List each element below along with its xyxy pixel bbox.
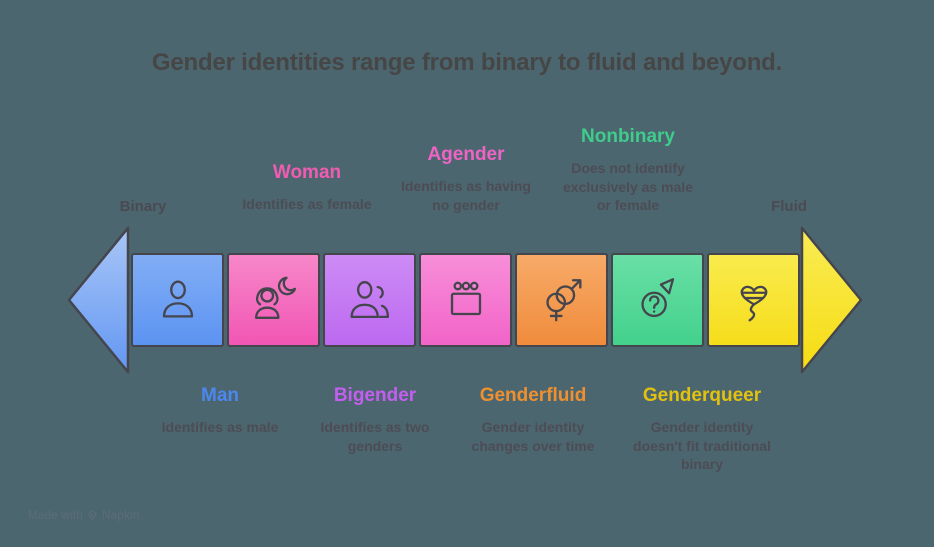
segment-genderfluid bbox=[515, 253, 608, 347]
heart-balloon-icon bbox=[740, 285, 767, 322]
label-agender: Agender Identifies as having no gender bbox=[351, 143, 581, 214]
desc-bigender: Identifies as two genders bbox=[320, 419, 430, 454]
right-arrow-icon bbox=[800, 226, 863, 374]
watermark-made-with: Made with bbox=[28, 509, 84, 522]
heading-bigender: Bigender bbox=[333, 385, 417, 406]
segment-agender bbox=[419, 253, 512, 347]
segment-man bbox=[131, 253, 224, 347]
heading-genderfluid: Genderfluid bbox=[479, 385, 587, 406]
person-icon bbox=[162, 280, 193, 318]
left-arrow-icon bbox=[67, 226, 130, 374]
desc-genderfluid: Gender identity changes over time bbox=[471, 419, 595, 454]
segment-genderqueer bbox=[707, 253, 800, 347]
desc-genderqueer: Gender identity doesn't fit traditional … bbox=[633, 419, 771, 472]
heading-woman: Woman bbox=[272, 162, 342, 183]
label-woman: Woman Identifies as female bbox=[192, 161, 422, 214]
endpoint-fluid-label: Fluid bbox=[771, 198, 807, 215]
two-people-icon bbox=[350, 281, 389, 319]
label-genderqueer: Genderqueer Gender identity doesn't fit … bbox=[587, 384, 817, 474]
pen-nib-icon bbox=[88, 509, 97, 522]
label-nonbinary: Nonbinary Does not identify exclusively … bbox=[513, 125, 743, 215]
label-man: Man Identifies as male bbox=[105, 384, 335, 437]
watermark: Made with Napkin bbox=[28, 509, 140, 522]
desc-woman: Identifies as female bbox=[242, 196, 372, 212]
linked-gender-symbols-icon bbox=[545, 279, 581, 322]
desc-nonbinary: Does not identify exclusively as male or… bbox=[563, 160, 693, 213]
watermark-brand: Napkin bbox=[102, 509, 140, 522]
segment-woman bbox=[227, 253, 320, 347]
heading-agender: Agender bbox=[427, 144, 505, 165]
woman-moon-icon bbox=[254, 276, 296, 319]
desc-agender: Identifies as having no gender bbox=[401, 178, 531, 213]
diagram-title: Gender identities range from binary to f… bbox=[151, 49, 783, 76]
segment-bigender bbox=[323, 253, 416, 347]
question-circle-icon bbox=[640, 278, 674, 318]
desc-man: Identifies as male bbox=[161, 419, 279, 435]
label-genderfluid: Genderfluid Gender identity changes over… bbox=[418, 384, 648, 455]
endpoint-binary-label: Binary bbox=[119, 198, 167, 215]
heading-nonbinary: Nonbinary bbox=[581, 126, 675, 147]
segment-nonbinary bbox=[611, 253, 704, 347]
heading-man: Man bbox=[201, 385, 239, 406]
board-dots-icon bbox=[450, 281, 481, 316]
label-bigender: Bigender Identifies as two genders bbox=[260, 384, 490, 455]
heading-genderqueer: Genderqueer bbox=[642, 385, 762, 406]
